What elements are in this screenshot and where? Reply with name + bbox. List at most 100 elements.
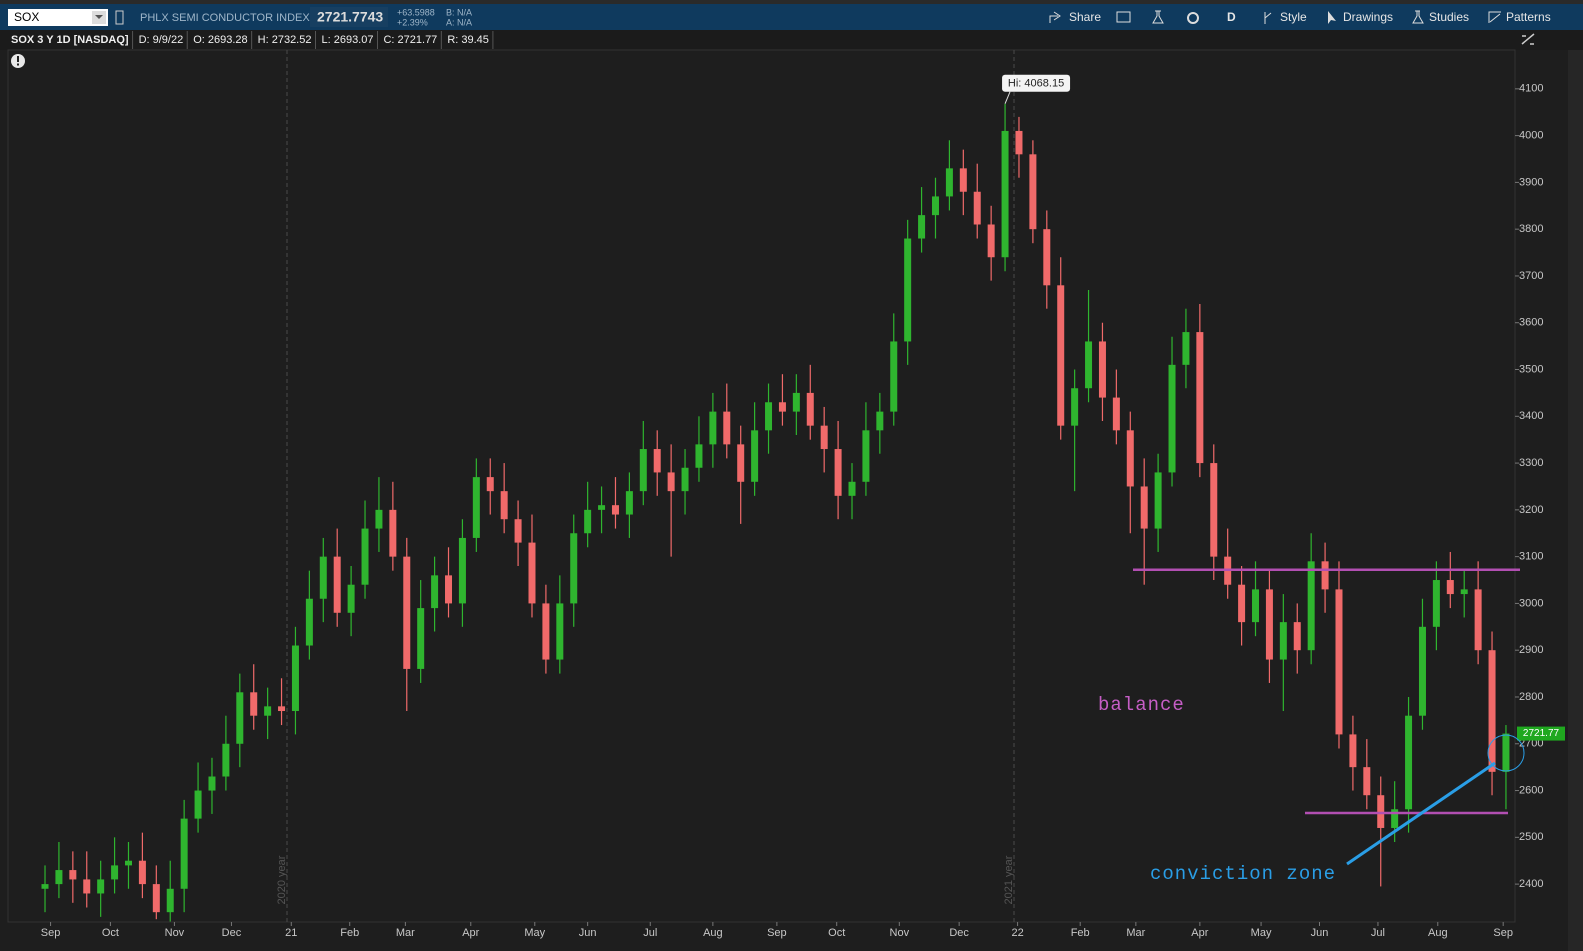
x-tick-label: Feb [1071,927,1090,939]
aggregation-button[interactable]: D [1227,10,1236,24]
candle-body [709,411,717,445]
y-tick-label: 3800 [1519,223,1543,235]
alert-mark [17,56,19,62]
y-tick-label: 4100 [1519,83,1543,95]
candle-body [333,556,341,613]
hi-pointer [1004,91,1011,104]
candle-body [1405,715,1413,810]
x-tick-label: Feb [340,927,359,939]
marks-layer: 2400 2500 2600 2700 2800 2900 3000 3100 3200 3300… [41,50,1565,939]
info-item: O: 2693.28 [193,34,247,46]
y-tick-label: 3500 [1519,363,1543,375]
candle-body [458,537,466,604]
candle-body [1363,767,1371,796]
toolbar-top-strip [0,0,1583,4]
x-tick-label: Dec [222,927,242,939]
candle-body [723,411,731,445]
candle-body [695,444,703,468]
candle-body [1293,622,1301,651]
candle-body [486,477,494,492]
candle-body [1182,332,1190,365]
x-tick-label: 21 [285,927,297,939]
candle-body [291,645,299,712]
candle-body [208,776,216,791]
info-bar [0,30,1583,50]
layout-button[interactable] [1116,11,1131,23]
x-tick-label: Jul [1371,927,1385,939]
y-tick-label: 3700 [1519,270,1543,282]
candle-body [681,467,689,492]
candle-body [834,449,842,496]
candle-body [1168,364,1176,473]
y-tick-label: 3400 [1519,410,1543,422]
candle-body [918,215,926,239]
toolbar-buttons: Share D Style Drawings Studies Patterns [1049,10,1551,24]
highlight-circle [1487,734,1525,772]
candle-body [1488,650,1496,772]
candle-body [194,790,202,819]
candle-body [389,509,397,557]
x-tick-label: Apr [462,927,479,939]
x-tick-label: Sep [1493,927,1513,939]
link-icon[interactable] [115,10,124,25]
candle-body [1265,589,1273,660]
candle-body [1085,341,1093,389]
candle-body [361,528,369,585]
info-item: L: 2693.07 [321,34,373,46]
alert-dot [17,63,19,66]
y-tick-label: 3300 [1519,457,1543,469]
plot-area [7,49,1516,923]
candle-body [111,865,119,880]
symbol-description: PHLX SEMI CONDUCTOR INDEX [140,12,310,24]
candle-body [1238,584,1246,623]
candle-body [1335,589,1343,735]
x-tick-label: Jun [1311,927,1329,939]
candle-body [55,870,63,885]
y-tick-label: 2500 [1519,831,1543,843]
studies-button[interactable]: Studies [1429,10,1469,24]
expand-icon[interactable] [1521,33,1535,45]
candle-body [653,449,661,473]
candle-body [319,556,327,599]
x-tick-label: May [1251,927,1272,939]
candle-body [584,509,592,534]
candle-body [1015,130,1023,155]
info-item: SOX 3 Y 1D [NASDAQ] [11,34,129,46]
candle-body [904,238,912,342]
settings-button[interactable] [1187,12,1199,24]
candle-body [124,860,132,866]
share-button[interactable]: Share [1069,10,1101,24]
lab-button[interactable] [1152,10,1164,24]
patterns-button[interactable]: Patterns [1506,10,1551,24]
candle-body [278,706,286,712]
candle-body [931,196,939,216]
last-price-label: 2721.77 [1523,728,1560,739]
candle-body [806,392,814,426]
candle-body [305,598,313,646]
candle-body [264,706,272,716]
candle-body [876,411,884,431]
x-tick-label: Aug [1428,927,1448,939]
y-tick-label: 3200 [1519,504,1543,516]
candle-body [1154,472,1162,529]
candle-body [1460,589,1468,595]
candle-body [431,575,439,609]
x-tick-label: Mar [1126,927,1145,939]
x-tick-label: Sep [767,927,787,939]
drawings-button[interactable]: Drawings [1343,10,1393,24]
candle-body [862,430,870,482]
info-items: SOX 3 Y 1D [NASDAQ] D: 9/9/22 O: 2693.28 H:… [11,31,494,49]
x-tick-label: Aug [703,927,723,939]
symbol[interactable]: SOX [14,10,39,24]
right-strip [1568,50,1583,951]
candle-body [1140,486,1148,529]
candle-body [375,509,383,529]
candle-body [500,491,508,520]
candle-body [1196,332,1204,464]
x-tick-label: Jul [643,927,657,939]
candle-body [625,491,633,515]
y-tick-label: 2700 [1519,738,1543,750]
y-tick-label: 2400 [1519,878,1543,890]
style-button[interactable]: Style [1280,10,1307,24]
symbol-input[interactable] [8,9,108,26]
